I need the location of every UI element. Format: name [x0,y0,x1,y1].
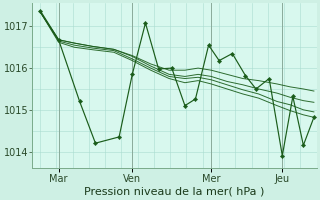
X-axis label: Pression niveau de la mer( hPa ): Pression niveau de la mer( hPa ) [84,187,265,197]
